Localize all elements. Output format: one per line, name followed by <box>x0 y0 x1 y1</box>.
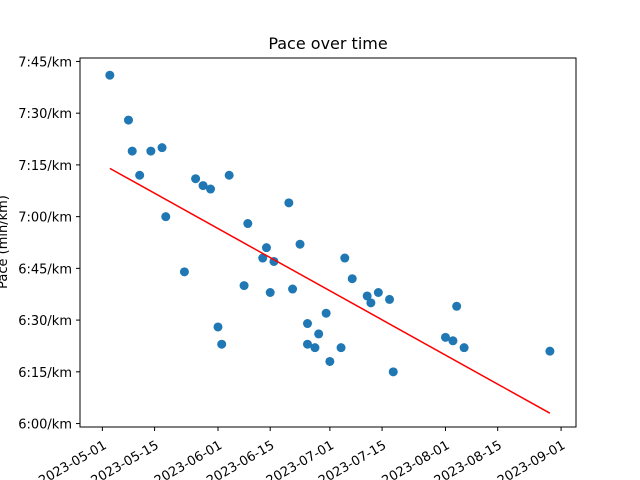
data-point <box>295 239 305 249</box>
data-point <box>288 284 298 294</box>
data-point <box>373 288 383 298</box>
data-point <box>261 243 271 253</box>
y-tick-label: 7:45/km <box>18 55 72 70</box>
plot-frame <box>79 57 577 428</box>
data-point <box>123 115 133 125</box>
data-point <box>191 174 201 184</box>
data-point <box>362 291 372 301</box>
data-point <box>265 288 275 298</box>
trend-line <box>109 167 551 414</box>
data-point <box>179 267 189 277</box>
data-point <box>325 356 335 366</box>
plot-area: 6:00/km 6:15/km 6:30/km 6:45/km 7:00/km 7:15/… <box>18 55 568 480</box>
y-tick-label: 6:15/km <box>18 366 72 381</box>
data-point <box>258 253 268 263</box>
y-tick-label: 6:30/km <box>18 314 72 329</box>
data-point <box>440 332 450 342</box>
y-axis-title: Pace (min/km) <box>0 195 11 289</box>
x-tick-label: 2023-09-01 <box>495 438 568 480</box>
data-point <box>340 253 350 263</box>
data-point <box>161 212 171 222</box>
data-point <box>302 339 312 349</box>
data-point <box>105 70 115 80</box>
data-point <box>213 322 223 332</box>
data-point <box>321 308 331 318</box>
data-point <box>310 343 320 353</box>
data-point <box>459 343 469 353</box>
data-point <box>224 170 234 180</box>
data-point <box>284 198 294 208</box>
data-point <box>366 298 376 308</box>
data-point <box>314 329 324 339</box>
y-tick-label: 7:00/km <box>18 211 72 226</box>
data-point <box>545 346 555 356</box>
data-point <box>239 281 249 291</box>
data-point <box>336 343 346 353</box>
data-point <box>135 170 145 180</box>
y-tick-label: 6:45/km <box>18 262 72 277</box>
data-point <box>302 319 312 329</box>
data-point <box>157 143 167 153</box>
data-point <box>127 146 137 156</box>
data-point <box>452 301 462 311</box>
data-point <box>146 146 156 156</box>
data-point <box>217 339 227 349</box>
chart-title: Pace over time <box>268 34 387 53</box>
y-tick-label: 6:00/km <box>18 418 72 433</box>
data-point <box>385 294 395 304</box>
data-point <box>347 274 357 284</box>
data-point <box>198 181 208 191</box>
data-point <box>243 219 253 229</box>
y-tick-label: 7:30/km <box>18 107 72 122</box>
data-point <box>448 336 458 346</box>
y-tick-label: 7:15/km <box>18 159 72 174</box>
data-point <box>388 367 398 377</box>
data-point <box>206 184 216 194</box>
